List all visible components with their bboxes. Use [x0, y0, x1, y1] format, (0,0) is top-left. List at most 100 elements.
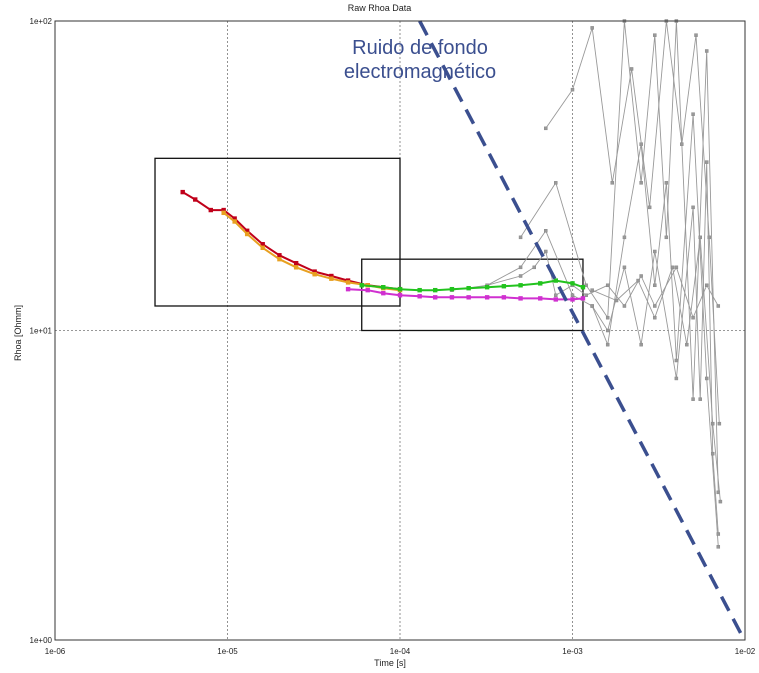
data-point — [365, 287, 370, 293]
data-point — [518, 274, 523, 278]
data-point — [553, 297, 558, 302]
data-point — [260, 245, 265, 251]
series-layer — [180, 19, 723, 549]
data-point — [653, 315, 657, 320]
data-point — [501, 284, 507, 289]
data-point — [691, 112, 695, 116]
data-point — [397, 286, 403, 292]
data-point — [716, 532, 721, 536]
data-point — [704, 283, 709, 288]
data-point — [260, 242, 265, 247]
data-point — [614, 298, 619, 303]
series-line — [486, 113, 719, 547]
data-point — [674, 376, 679, 381]
data-point — [590, 304, 594, 308]
data-point — [345, 286, 351, 292]
data-point — [605, 328, 610, 333]
data-point — [553, 278, 558, 283]
data-point — [685, 342, 689, 347]
data-point — [208, 207, 213, 213]
data-point — [554, 293, 558, 297]
data-point — [544, 126, 548, 131]
data-point — [691, 315, 695, 320]
data-point — [580, 296, 586, 301]
data-point — [221, 210, 226, 216]
data-point — [397, 293, 403, 298]
data-point — [718, 499, 723, 504]
data-point — [570, 297, 575, 302]
x-tick-label: 1e-02 — [735, 647, 756, 656]
data-point — [554, 181, 558, 185]
data-point — [484, 295, 490, 300]
chart-title: Raw Rhoa Data — [347, 3, 412, 13]
data-point — [329, 273, 334, 279]
data-point — [232, 216, 237, 221]
data-point — [664, 235, 669, 240]
data-point — [312, 269, 317, 274]
data-point — [518, 283, 523, 288]
data-point — [345, 280, 351, 285]
data-point — [707, 235, 711, 240]
data-point — [518, 296, 523, 301]
highlight-box — [154, 157, 401, 307]
data-point — [244, 228, 250, 233]
x-tick-label: 1e-05 — [217, 647, 238, 656]
data-point — [653, 283, 657, 288]
data-point — [584, 293, 588, 297]
data-point — [466, 295, 471, 300]
data-point — [610, 181, 615, 185]
noise-threshold-line — [418, 20, 746, 641]
data-point — [704, 160, 709, 164]
data-point — [622, 265, 627, 270]
data-point — [433, 295, 438, 300]
data-point — [629, 67, 634, 71]
data-point — [570, 281, 575, 286]
data-point — [674, 358, 679, 363]
data-point — [605, 283, 610, 288]
x-tick-label: 1e-03 — [562, 647, 583, 656]
data-point — [466, 285, 471, 291]
data-point — [704, 376, 709, 381]
data-point — [570, 293, 575, 297]
data-point — [417, 294, 422, 299]
data-point — [293, 260, 299, 266]
data-point — [716, 304, 721, 308]
noise-annotation: Ruido de fondo electromagnético — [340, 36, 500, 84]
data-point — [532, 265, 536, 270]
y-tick-label: 1e+02 — [30, 17, 53, 26]
plot-frame — [54, 20, 746, 641]
data-point — [647, 205, 652, 210]
data-point — [716, 545, 721, 549]
series-line — [223, 212, 401, 292]
data-point — [518, 235, 523, 240]
data-point — [622, 304, 627, 308]
data-point — [698, 235, 702, 240]
data-point — [691, 397, 695, 401]
series-line — [182, 191, 401, 291]
data-point — [590, 26, 594, 30]
data-point — [312, 272, 317, 277]
x-tick-label: 1e-06 — [45, 647, 66, 656]
data-point — [193, 197, 198, 202]
series-line — [361, 279, 584, 292]
data-point — [580, 285, 586, 290]
data-point — [639, 342, 643, 347]
data-point — [180, 189, 185, 195]
data-point — [381, 285, 386, 290]
x-axis-label: Time [s] — [374, 658, 406, 668]
data-point — [538, 296, 543, 301]
data-point — [653, 304, 657, 308]
data-point — [221, 207, 226, 213]
data-point — [691, 205, 695, 210]
data-point — [710, 421, 715, 426]
data-point — [605, 342, 610, 347]
data-point — [277, 256, 282, 262]
data-point — [538, 281, 543, 286]
data-point — [639, 274, 643, 278]
data-point — [449, 295, 455, 300]
data-point — [664, 181, 669, 185]
data-point — [329, 276, 334, 281]
x-tick-label: 1e-04 — [390, 647, 411, 656]
